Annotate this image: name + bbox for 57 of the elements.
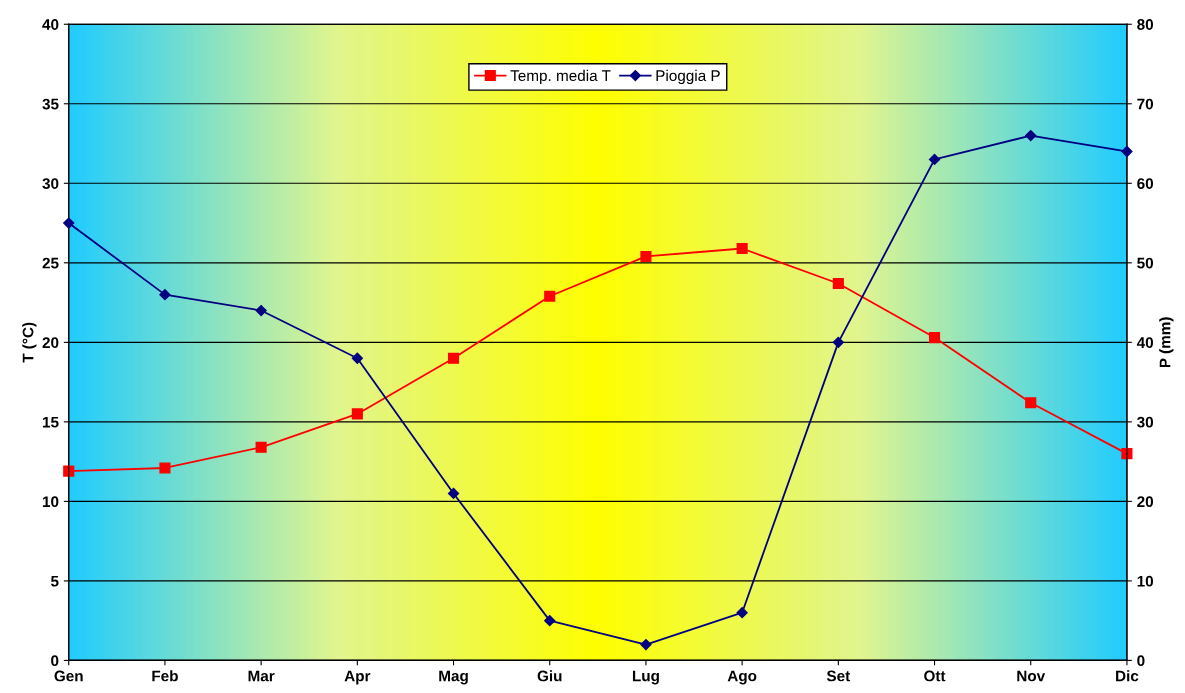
point: [1121, 145, 1133, 158]
y-tick-label: 25: [42, 257, 59, 269]
point: [832, 336, 844, 348]
x-tick-label: Dic: [1116, 670, 1139, 682]
point: [159, 462, 171, 474]
y2-tick-label: 50: [1137, 257, 1154, 269]
y-tick-label: 30: [42, 178, 59, 190]
point: [255, 304, 267, 317]
y-tick-label: 15: [42, 416, 59, 428]
legend-label: Pioggia P: [656, 69, 720, 85]
point: [159, 289, 171, 301]
point: [544, 615, 556, 627]
y-tick-label: 40: [42, 19, 59, 30]
y2-tick-label: 80: [1137, 19, 1154, 30]
legend-label: Temp. media T: [510, 69, 611, 85]
point: [1025, 397, 1037, 409]
x-tick-label: Lug: [632, 670, 659, 685]
y2-tick-label: 40: [1136, 337, 1154, 349]
point: [1025, 129, 1037, 142]
point: [544, 290, 556, 302]
y-tick-label: 5: [50, 575, 59, 587]
y-tick-label: 10: [42, 496, 59, 508]
y-tick-label: 20: [42, 337, 59, 349]
point: [351, 408, 363, 420]
x-tick-label: Mar: [248, 670, 275, 682]
point: [255, 441, 267, 453]
y2-tick-label: 20: [1137, 496, 1154, 508]
x-tick-label: Ott: [924, 670, 946, 682]
x-tick-label: Gen: [54, 670, 83, 682]
x-tick-label: Apr: [344, 670, 371, 685]
point: [351, 352, 363, 364]
x-tick-label: Giu: [537, 670, 562, 682]
point: [928, 332, 941, 344]
x-tick-label: Mag: [439, 670, 468, 685]
point: [640, 250, 652, 263]
x-tick-label: Set: [826, 670, 851, 682]
x-tick-label: Ago: [727, 670, 757, 685]
y2-tick-label: 0: [1137, 655, 1145, 667]
point: [928, 153, 941, 166]
y-tick-label: 35: [42, 98, 59, 110]
y2-tick-label: 70: [1137, 98, 1154, 110]
point: [736, 607, 748, 619]
point: [447, 487, 460, 500]
point: [447, 352, 460, 364]
y2-axis-title: P (mm): [1159, 317, 1174, 368]
x-tick-label: Feb: [152, 670, 178, 682]
point: [832, 277, 844, 290]
y-tick-label: 0: [51, 655, 59, 667]
point: [63, 217, 75, 229]
y-axis-title: T (°C): [22, 322, 37, 363]
point: [736, 242, 748, 255]
point: [63, 465, 75, 477]
y2-tick-label: 10: [1137, 575, 1154, 587]
y2-tick-label: 60: [1137, 178, 1154, 189]
point: [640, 638, 652, 651]
y2-tick-label: 30: [1137, 416, 1154, 428]
x-tick-label: Nov: [1017, 670, 1046, 682]
